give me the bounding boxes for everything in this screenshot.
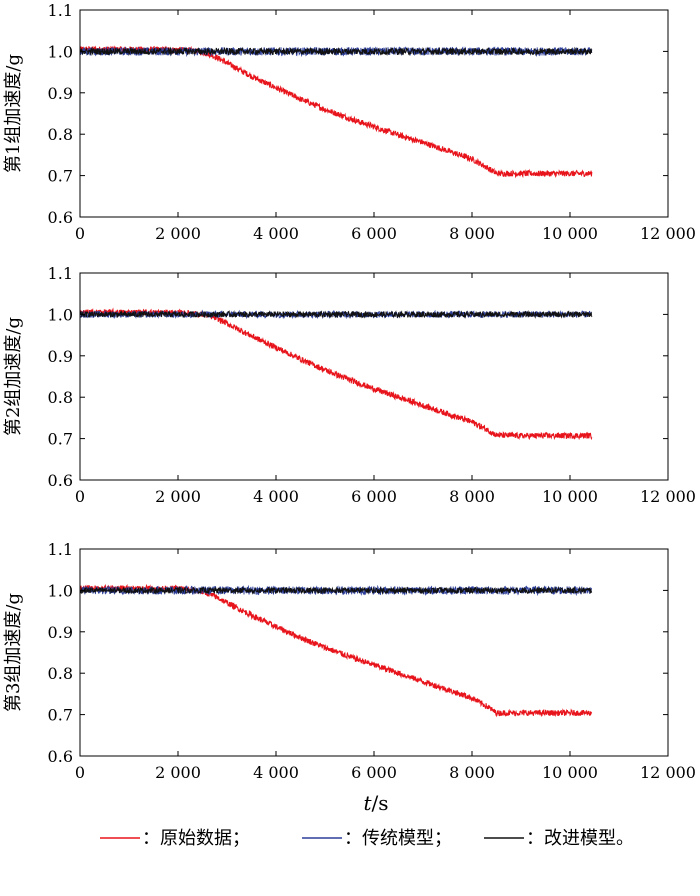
x-tick-label: 8 000 [449,763,495,782]
y-tick-label: 0.9 [48,347,73,366]
x-tick-label: 12 000 [640,487,696,506]
x-tick-label: 10 000 [542,487,598,506]
series-line-improved-model [80,309,593,320]
y-axis-label: 第2组加速度/g [3,317,24,436]
x-tick-label: 4 000 [253,224,299,243]
x-tick-label: 2 000 [155,224,201,243]
x-tick-label: 8 000 [449,487,495,506]
series-line-improved-model [80,46,593,57]
series-line-raw-data [80,307,593,441]
legend-label-improved-model: ：改进模型。 [526,828,634,849]
y-tick-label: 0.7 [48,430,73,449]
x-tick-label: 12 000 [640,763,696,782]
plot-frame [79,9,669,218]
y-tick-label: 1.0 [48,42,73,61]
y-tick-label: 0.8 [48,664,73,683]
y-tick-label: 0.6 [48,471,73,490]
x-tick-label: 0 [75,487,85,506]
x-axis-label: t/s [363,791,388,815]
y-tick-label: 1.1 [48,540,73,559]
legend-label-traditional-model: ：传统模型； [344,828,452,849]
y-tick-label: 0.6 [48,208,73,227]
series-line-raw-data [80,45,593,179]
x-tick-label: 10 000 [542,224,598,243]
y-tick-label: 0.8 [48,125,73,144]
y-tick-label: 0.6 [48,747,73,766]
x-tick-label: 0 [75,763,85,782]
x-axis-label-variable: t [363,791,372,815]
y-axis-label: 第3组加速度/g [3,593,24,712]
series-line-improved-model [80,585,593,595]
x-tick-label: 6 000 [351,224,397,243]
x-tick-label: 6 000 [351,487,397,506]
chart-panel-1: 0 2 000 4 000 6 000 8 000 10 000 12 000 0.6 0.7 0… [3,1,696,243]
plot-frame [79,272,669,481]
y-tick-label: 1.1 [48,1,73,20]
y-tick-label: 1.0 [48,581,73,600]
x-tick-label: 2 000 [155,763,201,782]
x-tick-label: 8 000 [449,224,495,243]
y-tick-label: 0.7 [48,706,73,725]
x-tick-label: 12 000 [640,224,696,243]
y-tick-label: 0.9 [48,623,73,642]
x-tick-label: 2 000 [155,487,201,506]
chart-panel-2: 0 2 000 4 000 6 000 8 000 10 000 12 000 0.6 0.7 0… [3,264,696,506]
y-tick-label: 1.0 [48,305,73,324]
y-tick-label: 1.1 [48,264,73,283]
y-tick-label: 0.9 [48,84,73,103]
series-line-raw-data [80,583,593,718]
legend: ：原始数据； ：传统模型； ：改进模型。 [100,828,634,849]
y-tick-label: 0.8 [48,388,73,407]
plot-frame [79,548,669,757]
x-tick-label: 4 000 [253,763,299,782]
legend-label-raw-data: ：原始数据； [142,828,250,849]
x-tick-label: 10 000 [542,763,598,782]
x-axis-label-unit: /s [372,791,389,815]
x-tick-label: 0 [75,224,85,243]
x-tick-label: 6 000 [351,763,397,782]
y-axis-label: 第1组加速度/g [3,54,24,173]
y-tick-label: 0.7 [48,167,73,186]
chart-panel-3: 0 2 000 4 000 6 000 8 000 10 000 12 000 0.6 0.7 0… [3,540,696,782]
chart-panels: 0 2 000 4 000 6 000 8 000 10 000 12 000 0.6 0.7 0… [3,1,696,782]
x-tick-label: 4 000 [253,487,299,506]
